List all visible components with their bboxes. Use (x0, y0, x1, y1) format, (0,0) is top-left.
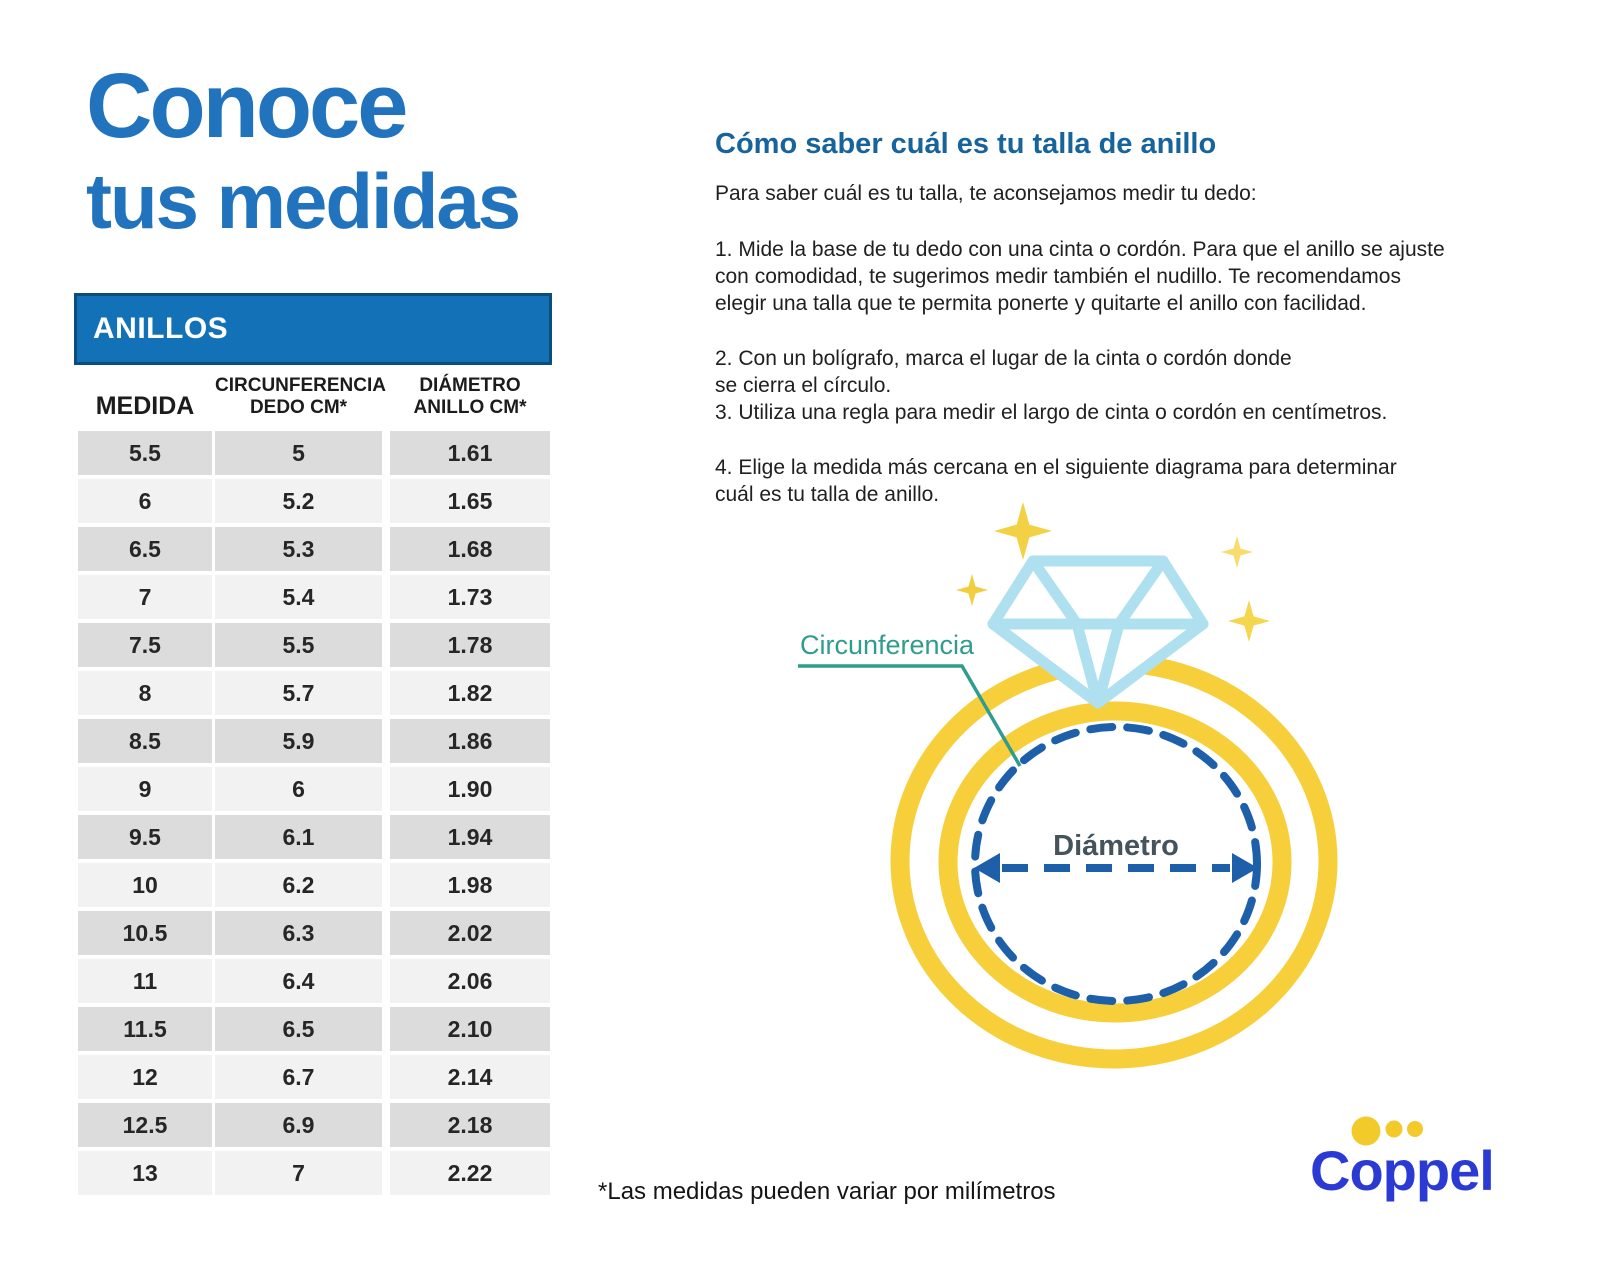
sparkle-icon (994, 502, 1052, 560)
table-cell: 8.5 (78, 719, 212, 763)
circumference-label: Circunferencia (800, 630, 975, 660)
page-title-line-2: tus medidas (86, 157, 521, 245)
table-row: 10.5 6.3 2.02 (74, 911, 552, 955)
table-cell: 1.94 (390, 815, 550, 859)
table-cell: 6.4 (215, 959, 382, 1003)
step-item-4: 4. Elige la medida más cercana en el sig… (715, 456, 1397, 506)
coppel-logo: Coppel (1310, 1116, 1495, 1202)
table-cell: 2.18 (390, 1103, 550, 1147)
column-header-diametro: DIÁMETRO ANILLO CM* (413, 375, 527, 418)
table-row: 9 6 1.90 (74, 767, 552, 811)
table-cell: 1.68 (390, 527, 550, 571)
table-cell: 2.14 (390, 1055, 550, 1099)
coppel-logo-text: Coppel (1310, 1139, 1494, 1202)
diamond-icon (987, 555, 1209, 709)
table-cell: 10 (78, 863, 212, 907)
table-cell: 1.82 (390, 671, 550, 715)
guide-steps: 1. Mide la base de tu dedo con una cinta… (715, 236, 1445, 508)
table-cell: 5 (215, 431, 382, 475)
table-row: 7.5 5.5 1.78 (74, 623, 552, 667)
table-cell: 11.5 (78, 1007, 212, 1051)
table-cell: 6.7 (215, 1055, 382, 1099)
table-row: 11 6.4 2.06 (74, 959, 552, 1003)
guide-intro: Para saber cuál es tu talla, te aconseja… (715, 182, 1257, 205)
table-header-bar: ANILLOS (74, 293, 552, 365)
table-row: 9.5 6.1 1.94 (74, 815, 552, 859)
table-cell: 11 (78, 959, 212, 1003)
table-header-label: ANILLOS (93, 312, 229, 345)
table-cell: 6 (78, 479, 212, 523)
table-cell: 2.10 (390, 1007, 550, 1051)
sparkle-icon (1228, 600, 1270, 642)
step-item-2: 2. Con un bolígrafo, marca el lugar de l… (715, 347, 1292, 397)
table-cell: 2.02 (390, 911, 550, 955)
table-cell: 5.7 (215, 671, 382, 715)
table-row: 6.5 5.3 1.68 (74, 527, 552, 571)
table-cell: 5.4 (215, 575, 382, 619)
table-cell: 1.78 (390, 623, 550, 667)
table-cell: 12 (78, 1055, 212, 1099)
diameter-label: Diámetro (1053, 830, 1179, 862)
step-item-3: 3. Utiliza una regla para medir el largo… (715, 401, 1388, 424)
sparkle-icon (956, 574, 988, 606)
table-cell: 7 (78, 575, 212, 619)
step-item-1: 1. Mide la base de tu dedo con una cinta… (715, 238, 1445, 315)
table-cell: 5.2 (215, 479, 382, 523)
column-header-circunferencia: CIRCUNFERENCIA DEDO CM* (215, 375, 386, 418)
table-row: 12 6.7 2.14 (74, 1055, 552, 1099)
table-cell: 6.2 (215, 863, 382, 907)
table-cell: 6.5 (78, 527, 212, 571)
size-table: ANILLOS MEDIDA CIRCUNFERENCIA DEDO CM* D… (74, 293, 552, 1195)
table-cell: 6.3 (215, 911, 382, 955)
table-cell: 13 (78, 1151, 212, 1195)
table-row: 8.5 5.9 1.86 (74, 719, 552, 763)
table-cell: 6 (215, 767, 382, 811)
table-cell: 6.9 (215, 1103, 382, 1147)
table-cell: 9 (78, 767, 212, 811)
footnote: *Las medidas pueden variar por milímetro… (598, 1178, 1056, 1205)
table-cell: 7 (215, 1151, 382, 1195)
table-cell: 9.5 (78, 815, 212, 859)
page-title-line-1: Conoce (86, 55, 408, 157)
table-cell: 6.1 (215, 815, 382, 859)
sparkle-icon (1221, 536, 1253, 568)
column-header-medida: MEDIDA (95, 392, 195, 420)
table-cell: 1.73 (390, 575, 550, 619)
table-cell: 6.5 (215, 1007, 382, 1051)
table-row: 7 5.4 1.73 (74, 575, 552, 619)
ring-diagram: Circunferencia Diámetro (798, 502, 1338, 1069)
table-cell: 2.06 (390, 959, 550, 1003)
table-cell: 5.5 (78, 431, 212, 475)
table-row: 6 5.2 1.65 (74, 479, 552, 523)
table-cell: 1.86 (390, 719, 550, 763)
guide-heading: Cómo saber cuál es tu talla de anillo (715, 128, 1217, 160)
table-cell: 8 (78, 671, 212, 715)
table-cell: 1.98 (390, 863, 550, 907)
inner-ring-circle (938, 701, 1292, 1023)
table-row: 8 5.7 1.82 (74, 671, 552, 715)
diameter-arrow (974, 853, 1258, 883)
table-cell: 1.61 (390, 431, 550, 475)
table-column-headers: MEDIDA CIRCUNFERENCIA DEDO CM* DIÁMETRO … (74, 365, 552, 431)
table-cell: 2.22 (390, 1151, 550, 1195)
table-row: 13 7 2.22 (74, 1151, 552, 1195)
table-row: 11.5 6.5 2.10 (74, 1007, 552, 1051)
circumference-dashed-circle (971, 723, 1261, 1005)
table-cell: 1.65 (390, 479, 550, 523)
table-cell: 5.5 (215, 623, 382, 667)
table-cell: 10.5 (78, 911, 212, 955)
table-row: 12.5 6.9 2.18 (74, 1103, 552, 1147)
coppel-logo-dots (1351, 1116, 1423, 1146)
circumference-pointer-line (798, 664, 1022, 767)
table-cell: 12.5 (78, 1103, 212, 1147)
table-row: 5.5 5 1.61 (74, 431, 552, 475)
table-cell: 1.90 (390, 767, 550, 811)
page-title: Conoce tus medidas (86, 55, 521, 245)
table-cell: 5.3 (215, 527, 382, 571)
table-row: 10 6.2 1.98 (74, 863, 552, 907)
table-cell: 5.9 (215, 719, 382, 763)
table-body: 5.5 5 1.61 6 5.2 1.65 6.5 5.3 1.68 7 5.4 1.73 7.5 5.5… (74, 431, 552, 1195)
table-cell: 7.5 (78, 623, 212, 667)
